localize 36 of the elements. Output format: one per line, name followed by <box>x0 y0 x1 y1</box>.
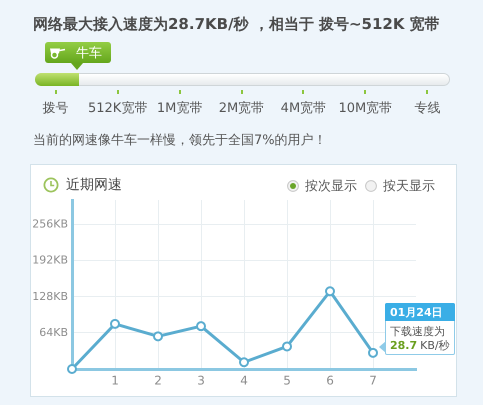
category-label: 2M宽带 <box>218 100 264 117</box>
category-label: 10M宽带 <box>338 100 392 117</box>
category-label: 拨号 <box>42 100 69 117</box>
point <box>368 348 378 358</box>
x-tick-label: 6 <box>326 373 334 388</box>
text: 按天显示 <box>383 178 435 195</box>
point <box>325 286 335 296</box>
y-tick-label: 192KB <box>32 254 68 267</box>
text: 当前的网速像牛车一样慢，领先于全国7%的用户！ <box>33 132 327 149</box>
data-label: 28.7 <box>390 338 418 352</box>
annotation: 01月24日 <box>390 304 443 320</box>
category-label: 512K宽带 <box>88 100 148 117</box>
y-tick-label: 64KB <box>39 326 68 339</box>
category-label: 1M宽带 <box>156 100 202 117</box>
chart-title: 近期网速 <box>66 176 122 194</box>
text: KB/秒 <box>420 338 450 352</box>
point <box>239 357 249 368</box>
x-tick-label: 5 <box>283 373 291 388</box>
text: 按次显示 <box>305 178 357 195</box>
y-tick-label: 128KB <box>32 290 68 303</box>
x-tick-label: 7 <box>369 373 377 388</box>
x-tick-label: 4 <box>240 373 248 388</box>
annotation: 下载速度为 <box>390 324 445 339</box>
point <box>196 321 206 332</box>
point <box>110 318 120 329</box>
point <box>282 341 292 352</box>
x-tick-label: 3 <box>197 373 205 388</box>
category-label: 4M宽带 <box>280 100 326 117</box>
text: 网络最大接入速度为28.7KB/秒 ，相当于 拨号~512K 宽带 <box>33 15 440 34</box>
category-label: 专线 <box>414 100 440 117</box>
x-tick-label: 1 <box>111 373 119 388</box>
text: 牛车 <box>76 45 102 62</box>
point <box>67 364 77 374</box>
point <box>153 331 163 342</box>
y-tick-label: 256KB <box>32 218 68 231</box>
x-tick-label: 2 <box>154 373 162 388</box>
